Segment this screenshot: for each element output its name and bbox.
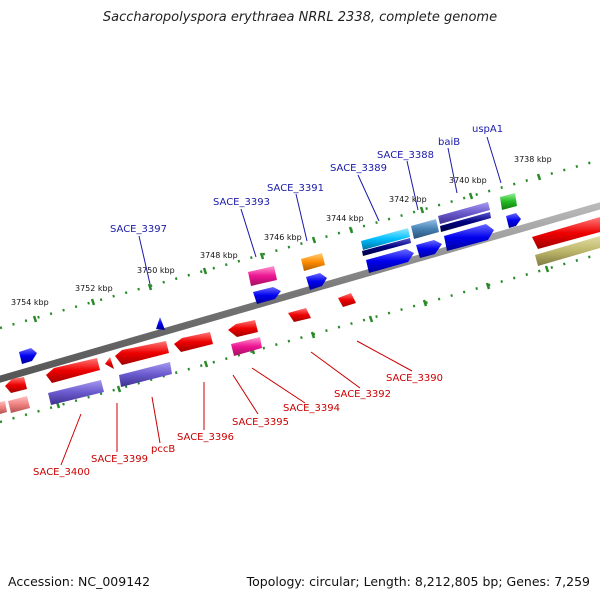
gene-label-baiB: baiB	[438, 137, 460, 148]
gene-arrow	[8, 396, 30, 413]
gene-arrow	[416, 240, 442, 258]
gene-label-sace-3388: SACE_3388	[377, 150, 434, 161]
gene-arrow	[306, 273, 327, 290]
gene-arrow	[46, 358, 100, 383]
tick-label: 3748 kbp	[200, 251, 238, 260]
gene-arrow	[174, 332, 213, 352]
gene-arrow	[438, 202, 490, 224]
gene-arrow	[115, 341, 169, 365]
gene-label-sace-3400: SACE_3400	[33, 467, 90, 478]
gene-arrow	[248, 266, 277, 286]
gene-label-sace-3399: SACE_3399	[91, 454, 148, 465]
map-title: Saccharopolyspora erythraea NRRL 2338, c…	[102, 10, 498, 25]
gene-label-sace-3390: SACE_3390	[386, 373, 443, 384]
tick-label: 3742 kbp	[389, 195, 427, 204]
gene-arrow	[301, 253, 325, 271]
gene-arrow	[440, 212, 491, 232]
tick-label: 3746 kbp	[264, 233, 302, 242]
gene-arrow	[0, 401, 7, 414]
gene-arrow	[48, 380, 104, 405]
tick-label: 3738 kbp	[514, 155, 552, 164]
gene-arrow	[253, 287, 281, 304]
tick-label: 3740 kbp	[449, 176, 487, 185]
gene-label-sace-3396: SACE_3396	[177, 432, 234, 443]
gene-label-sace-3393: SACE_3393	[213, 197, 270, 208]
top-leader-lines	[138, 136, 502, 285]
gene-label-sace-3391: SACE_3391	[267, 183, 324, 194]
tick-label: 3754 kbp	[11, 298, 49, 307]
bottom-strand-features	[0, 217, 600, 414]
accession-text: Accession: NC_009142	[8, 574, 151, 589]
gene-label-uspA1: uspA1	[472, 124, 503, 135]
top-strand-features	[19, 193, 521, 364]
gene-label-sace-3392: SACE_3392	[334, 389, 391, 400]
gene-arrow	[5, 377, 27, 393]
gene-arrow	[231, 337, 262, 356]
gene-label-sace-3394: SACE_3394	[283, 403, 340, 414]
gene-arrow	[119, 362, 172, 387]
gene-arrow	[411, 219, 439, 239]
inner-major-ticks	[55, 265, 550, 409]
gene-arrow	[500, 193, 517, 210]
gene-label-sace-3397: SACE_3397	[110, 224, 167, 235]
gene-arrow	[105, 357, 114, 369]
bottom-leader-lines	[60, 340, 413, 466]
gene-arrow	[228, 320, 258, 337]
gene-arrow	[19, 348, 37, 364]
gene-arrow	[362, 238, 411, 256]
tick-label: 3752 kbp	[75, 284, 113, 293]
gene-arrow	[532, 217, 600, 249]
gene-arrow	[366, 249, 414, 273]
gene-arrow	[444, 224, 494, 251]
outer-major-ticks	[32, 173, 542, 323]
gene-arrow	[506, 213, 521, 228]
gene-label-sace-3395: SACE_3395	[232, 417, 289, 428]
gene-label-pccB: pccB	[151, 444, 175, 455]
inner-dotted-ring	[0, 252, 600, 424]
gene-arrow	[338, 293, 356, 307]
genome-backbone	[0, 202, 600, 383]
gene-arrow	[288, 308, 311, 322]
tick-label: 3750 kbp	[137, 266, 175, 275]
gene-label-sace-3389: SACE_3389	[330, 163, 387, 174]
gene-arrow	[535, 236, 600, 266]
gene-arrow	[361, 228, 410, 250]
tick-label: 3744 kbp	[326, 214, 364, 223]
genome-summary-text: Topology: circular; Length: 8,212,805 bp…	[246, 574, 590, 589]
gene-arrow	[156, 317, 165, 330]
